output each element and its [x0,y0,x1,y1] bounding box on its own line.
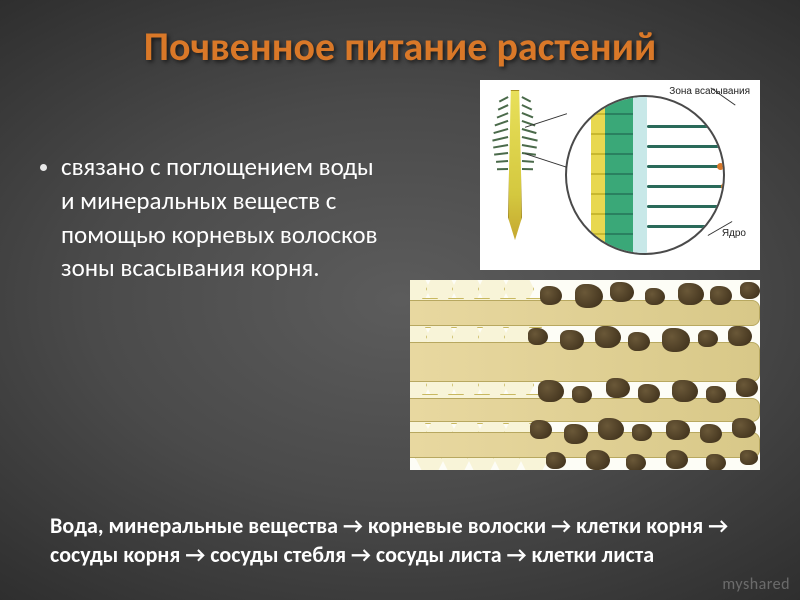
soil-particle [586,450,610,470]
root-hair-icon [492,136,508,141]
root-hair-long [647,185,725,188]
root-hair-icon [522,96,532,102]
root-hair-icon [494,152,508,155]
magnified-circle [565,95,725,255]
diagram-root-soil [410,280,760,470]
cell-column [605,97,619,253]
root-hair-icon [522,168,533,170]
root-tip-shape [508,90,522,240]
root-hair-icon [496,160,508,162]
nucleus-dot-icon [717,163,724,170]
slide-title: Почвенное питание растений [0,22,800,71]
soil-particle [645,288,665,305]
root-hair-icon [522,144,537,148]
nucleus-dot-icon [721,183,725,190]
soil-particle [672,380,698,402]
root-hair-long [647,145,723,148]
soil-particle [595,326,621,348]
watermark: myshared [722,575,790,594]
root-hair-icon [522,112,534,118]
root-hair-long [647,125,719,128]
soil-particle [575,284,603,308]
soil-particle [606,378,630,398]
soil-particle [700,424,722,443]
bullet-item: связано с поглощением воды и минеральных… [40,150,380,285]
soil-particle [662,328,690,352]
root-hair-icon [499,96,509,102]
nucleus-dot-icon [717,203,724,210]
soil-particle [538,380,564,402]
cell-column [591,97,605,253]
soil-particle [740,450,758,465]
nucleus-dot-icon [719,143,725,150]
soil-particle [710,286,732,305]
root-branch [410,342,760,382]
root-hair-long [647,225,717,228]
root-hair-icon [522,136,538,141]
root-hair-long [647,165,721,168]
soil-particle [740,282,760,299]
bullet-dot-icon [40,164,47,171]
bullet-block: связано с поглощением воды и минеральных… [40,150,380,285]
soil-particle [598,418,624,440]
root-hair-icon [494,128,509,134]
root-hair-icon [522,128,537,134]
soil-particle [736,378,758,397]
nucleus-dot-icon [715,123,722,130]
diagram-root-zone: Зона всасывания Ядро [480,80,760,270]
soil-particle [678,283,704,305]
soil-particle [732,418,756,438]
soil-particle [572,386,592,403]
root-hair-icon [498,104,509,110]
cell-column [633,97,647,253]
soil-particle [564,424,588,444]
soil-particle [546,452,566,469]
bullet-text: связано с поглощением воды и минеральных… [61,150,380,285]
root-hair-long [647,205,721,208]
soil-particle [706,454,726,470]
root-hair-icon [522,160,534,162]
soil-particle [626,454,646,470]
soil-particle [638,384,660,403]
root-hair-icon [496,112,508,118]
root-hair-icon [522,104,533,110]
soil-particle [706,386,726,403]
label-nucleus: Ядро [722,228,746,239]
soil-particle [528,328,548,345]
soil-particle [628,332,650,351]
soil-particle [632,424,652,441]
soil-particle [540,286,562,305]
soil-particle [610,282,634,302]
flow-text: Вода, минеральные вещества → корневые во… [50,511,750,570]
root-hair-icon [495,120,508,126]
soil-particle [560,330,584,350]
soil-particle [728,326,752,346]
soil-particle [666,450,688,469]
root-hair-icon [493,144,508,148]
root-hair-icon [497,168,508,170]
soil-particle [530,420,552,439]
soil-particle [666,420,690,440]
slide: Почвенное питание растений связано с пог… [0,0,800,600]
soil-particle [698,330,718,347]
cell-column [619,97,633,253]
